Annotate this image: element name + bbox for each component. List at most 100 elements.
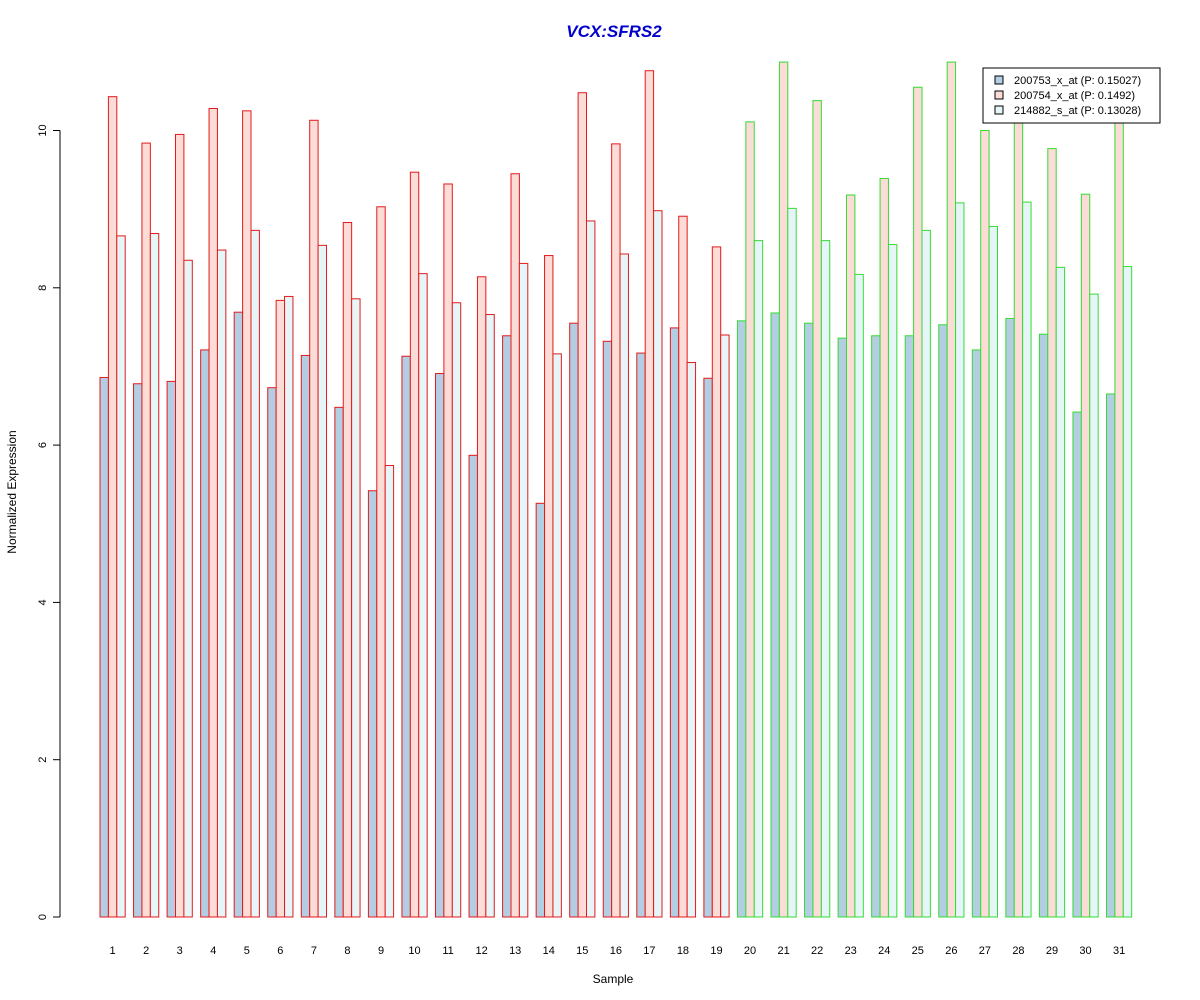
chart-title: VCX:SFRS2 xyxy=(566,22,662,41)
bar-sample-7-series-1 xyxy=(300,354,311,918)
x-tick-label: 25 xyxy=(912,945,924,957)
bar-sample-8-series-1 xyxy=(334,406,344,918)
x-tick-label: 3 xyxy=(177,945,183,957)
bar-sample-2-series-3 xyxy=(149,233,160,918)
bar-sample-22-series-1 xyxy=(804,322,814,918)
bar-sample-18-series-1 xyxy=(669,327,680,918)
bar-sample-13-series-1 xyxy=(502,335,512,918)
x-tick-label: 31 xyxy=(1113,945,1125,957)
bar-sample-29-series-3 xyxy=(1055,266,1066,918)
bar-sample-24-series-3 xyxy=(887,244,898,918)
bar-sample-25-series-1 xyxy=(904,335,915,918)
bar-sample-12-series-3 xyxy=(485,314,495,918)
bar-sample-15-series-2 xyxy=(577,92,587,918)
bar-sample-8-series-3 xyxy=(351,298,361,918)
bars xyxy=(99,61,1133,918)
x-tick-label: 23 xyxy=(845,945,857,957)
bar-sample-4-series-1 xyxy=(200,349,210,918)
x-axis-label: Sample xyxy=(593,972,634,986)
bar-sample-4-series-2 xyxy=(208,107,218,918)
y-tick-label: 0 xyxy=(37,914,49,920)
x-tick-label: 16 xyxy=(610,945,622,957)
bar-sample-24-series-1 xyxy=(871,335,881,918)
legend-label-3: 214882_s_at (P: 0.13028) xyxy=(1014,105,1141,117)
bar-sample-17-series-1 xyxy=(636,352,646,918)
bar-sample-27-series-2 xyxy=(980,130,990,918)
bar-sample-7-series-2 xyxy=(309,119,319,918)
x-tick-label: 9 xyxy=(378,945,384,957)
x-tick-label: 18 xyxy=(677,945,689,957)
legend-swatch-3 xyxy=(994,105,1004,115)
bar-sample-9-series-3 xyxy=(384,465,395,918)
bar-sample-17-series-2 xyxy=(644,70,655,918)
x-tick-label: 11 xyxy=(442,945,453,957)
bar-sample-15-series-1 xyxy=(569,322,579,918)
bar-sample-15-series-3 xyxy=(586,220,596,918)
bar-sample-24-series-2 xyxy=(879,177,889,918)
x-tick-label: 14 xyxy=(543,945,555,957)
bar-sample-18-series-3 xyxy=(686,362,697,918)
bar-sample-11-series-3 xyxy=(451,302,462,918)
x-tick-label: 19 xyxy=(710,945,722,957)
bar-sample-28-series-3 xyxy=(1022,201,1032,918)
bar-sample-1-series-1 xyxy=(99,376,109,918)
y-axis: 0 2 4 6 8 10 xyxy=(37,124,61,920)
x-tick-label: 10 xyxy=(408,945,420,957)
bar-sample-5-series-1 xyxy=(233,311,244,918)
bar-sample-21-series-2 xyxy=(778,61,789,918)
bar-sample-13-series-3 xyxy=(518,262,529,918)
bar-sample-10-series-1 xyxy=(401,355,411,918)
bar-sample-11-series-1 xyxy=(435,373,445,918)
bar-sample-31-series-3 xyxy=(1122,266,1133,918)
x-tick-label: 2 xyxy=(143,945,149,957)
bar-sample-22-series-3 xyxy=(820,240,831,918)
x-tick-label: 29 xyxy=(1046,945,1058,957)
x-tick-label: 20 xyxy=(744,945,756,957)
x-tick-label: 12 xyxy=(476,945,488,957)
bar-sample-1-series-2 xyxy=(107,96,118,918)
y-tick-label: 6 xyxy=(37,442,49,448)
x-tick-label: 5 xyxy=(244,945,250,957)
y-tick-label: 2 xyxy=(37,757,49,763)
bar-sample-19-series-1 xyxy=(703,377,713,918)
x-axis-tick-labels: 1 2 3 4 5 6 7 8 9 10 11 12 13 14 15 16 17 18 19 20 21 22 23 24 2… xyxy=(110,945,1126,957)
x-tick-label: 4 xyxy=(210,945,216,957)
bar-sample-20-series-3 xyxy=(753,240,764,918)
bar-sample-6-series-2 xyxy=(275,299,286,918)
y-tick-label: 4 xyxy=(37,599,49,605)
bar-sample-6-series-3 xyxy=(284,295,294,918)
bar-sample-23-series-3 xyxy=(854,273,864,918)
bar-sample-14-series-3 xyxy=(552,353,562,918)
x-tick-label: 21 xyxy=(777,945,789,957)
bar-sample-14-series-2 xyxy=(544,255,554,918)
bar-sample-20-series-2 xyxy=(745,121,755,918)
bar-sample-4-series-3 xyxy=(216,249,227,918)
legend-swatch-1 xyxy=(994,75,1004,85)
y-tick-label: 10 xyxy=(37,124,49,136)
bar-sample-16-series-2 xyxy=(611,143,621,918)
bar-sample-9-series-2 xyxy=(376,206,386,918)
bar-sample-1-series-3 xyxy=(116,235,126,918)
legend-label-2: 200754_x_at (P: 0.1492) xyxy=(1014,90,1135,102)
x-tick-label: 27 xyxy=(979,945,991,957)
bar-sample-17-series-3 xyxy=(653,210,663,918)
bar-sample-12-series-2 xyxy=(476,276,487,918)
bar-sample-16-series-3 xyxy=(619,253,629,918)
x-tick-label: 13 xyxy=(509,945,521,957)
bar-sample-30-series-2 xyxy=(1080,193,1091,918)
bar-sample-26-series-1 xyxy=(938,324,948,918)
bar-sample-30-series-3 xyxy=(1089,293,1099,918)
bar-sample-18-series-2 xyxy=(678,215,688,918)
bar-sample-25-series-2 xyxy=(913,86,923,918)
bar-sample-27-series-1 xyxy=(971,349,982,918)
bar-sample-28-series-1 xyxy=(1005,317,1015,918)
bar-sample-14-series-1 xyxy=(535,502,546,918)
bar-sample-6-series-1 xyxy=(267,387,277,918)
x-tick-label: 24 xyxy=(878,945,890,957)
bar-sample-5-series-3 xyxy=(250,229,260,918)
bar-sample-21-series-3 xyxy=(787,207,797,918)
legend-box xyxy=(982,67,1161,124)
x-tick-label: 26 xyxy=(945,945,957,957)
bar-sample-11-series-2 xyxy=(443,183,453,918)
